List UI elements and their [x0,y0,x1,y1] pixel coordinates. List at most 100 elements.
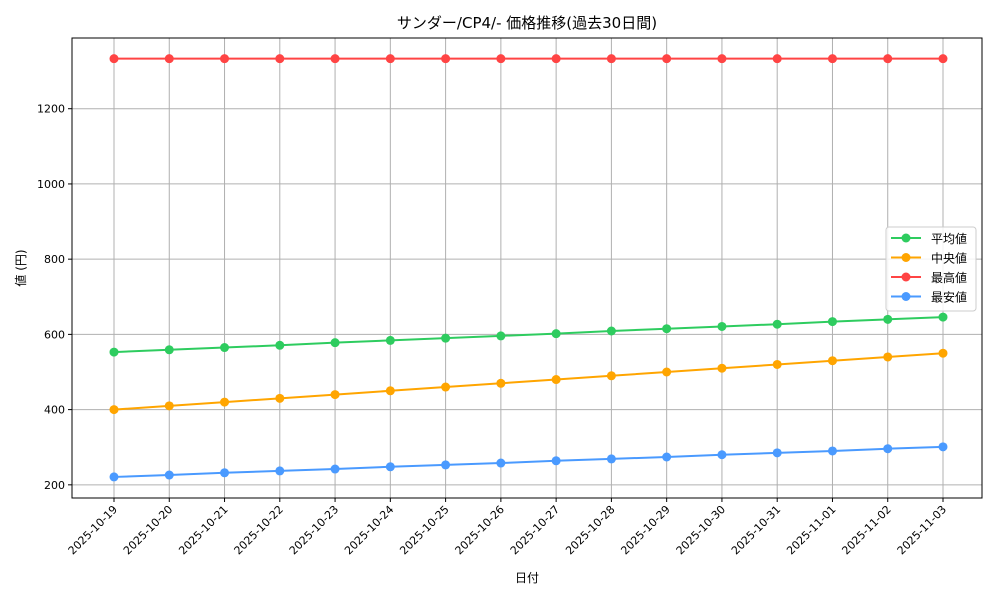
data-point [220,343,230,353]
legend-box [885,226,977,312]
data-point [496,378,506,388]
data-point [827,356,837,366]
data-point [551,329,561,339]
data-point [275,54,285,64]
x-tick-label: 2025-10-20 [121,503,175,557]
series-line [113,316,944,354]
y-axis-label: 値 (円) [13,249,28,286]
data-point [938,442,948,452]
data-point [330,54,340,64]
data-point [662,324,672,334]
data-point [827,54,837,64]
data-point [275,466,285,476]
data-point [109,54,119,64]
series-line [113,352,944,411]
x-tick-label: 2025-10-27 [508,503,562,557]
legend-label: 最高値 [931,270,967,285]
data-point [496,458,506,468]
data-point [220,468,230,478]
x-tick-label: 2025-10-25 [397,503,451,557]
data-point [938,312,948,322]
data-point [496,54,506,64]
legend-marker [901,253,911,262]
data-point [827,317,837,327]
data-point [662,367,672,377]
y-tick-label: 200 [44,479,65,492]
data-point [772,448,782,458]
data-point [772,319,782,329]
data-point [164,54,174,64]
y-tick-label: 1200 [37,103,65,116]
data-point [441,382,451,392]
series-3 [109,442,948,482]
legend-marker [901,292,911,301]
data-point [606,326,616,336]
data-point [109,472,119,482]
data-point [717,363,727,373]
series-1 [109,348,948,415]
data-point [441,333,451,343]
data-point [551,375,561,385]
data-point [385,54,395,64]
legend-label: 平均値 [931,231,967,246]
data-point [275,393,285,403]
data-point [938,348,948,358]
data-point [606,454,616,464]
y-tick-label: 400 [44,404,65,417]
x-axis-label: 日付 [515,571,539,585]
y-tick-label: 1000 [37,178,65,191]
data-point [220,54,230,64]
x-tick-label: 2025-10-30 [674,503,728,557]
x-tick-label: 2025-10-23 [287,503,341,557]
data-point [827,446,837,456]
data-point [717,54,727,64]
x-tick-label: 2025-10-26 [453,503,507,557]
data-point [220,397,230,407]
x-tick-label: 2025-10-29 [618,503,672,557]
legend-marker [901,272,911,282]
data-point [385,462,395,472]
data-point [772,54,782,64]
series-2 [109,54,948,64]
data-point [717,450,727,460]
x-tick-label: 2025-10-21 [176,503,230,557]
y-tick-label: 600 [44,328,65,341]
data-point [883,352,893,362]
plot-frame [71,37,983,499]
legend-label: 中央値 [931,251,967,266]
data-point [551,54,561,64]
data-point [275,340,285,350]
x-tick-label: 2025-11-03 [895,503,949,557]
data-point [606,371,616,381]
data-point [109,405,119,415]
data-point [164,401,174,411]
legend-label: 最安値 [931,290,967,305]
data-point [883,314,893,324]
data-point [330,338,340,348]
chart-title: サンダー/CP4/- 価格推移(過去30日間) [397,14,657,32]
series-line [113,445,944,478]
data-point [772,359,782,369]
data-point [385,335,395,345]
x-tick-label: 2025-10-19 [66,503,120,557]
x-tick-label: 2025-10-31 [729,503,783,557]
x-tick-label: 2025-10-28 [563,503,617,557]
data-point [330,390,340,400]
x-tick-label: 2025-11-02 [839,503,893,557]
data-point [938,54,948,64]
y-tick-label: 800 [44,253,65,266]
data-point [717,321,727,331]
data-point [662,452,672,462]
data-point [330,464,340,474]
data-point [109,347,119,357]
data-point [662,54,672,64]
x-tick-label: 2025-10-24 [342,503,396,557]
x-tick-label: 2025-11-01 [784,503,838,557]
x-tick-label: 2025-10-22 [232,503,286,557]
data-point [164,345,174,355]
data-point [551,456,561,466]
legend-marker [901,233,911,243]
data-point [606,54,616,64]
